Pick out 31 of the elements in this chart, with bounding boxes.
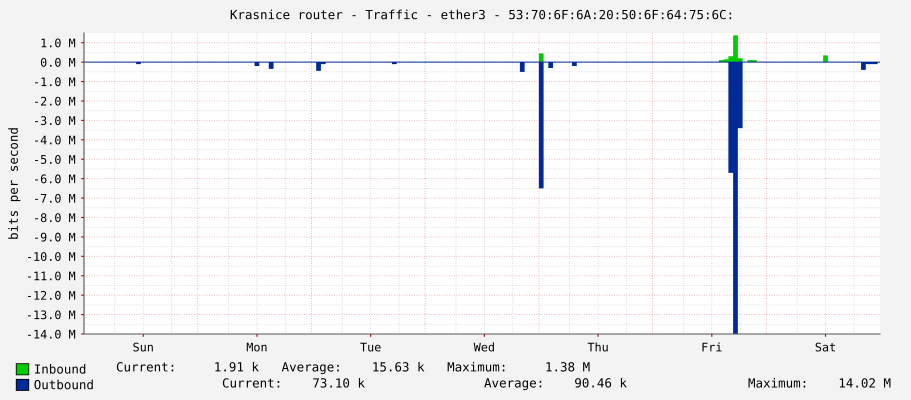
text: Current: 1.91 k Average: 15.63 k Maximum: 1.38 M	[116, 362, 590, 374]
y-tick-label: -13.0 M	[28, 310, 76, 320]
text: Maximum: 14.02 M	[748, 378, 890, 388]
x-tick-label: Sat	[816, 342, 836, 352]
y-tick-label: -8.0 M	[35, 213, 76, 222]
y-tick-label: -5.0 M	[35, 154, 76, 164]
text: Average: 90.46 k	[484, 378, 627, 390]
y-tick-label: -10.0 M	[28, 252, 76, 262]
y-tick-label: -14.0 M	[28, 330, 76, 339]
y-tick-label: -3.0 M	[35, 116, 76, 126]
y-tick-label: -4.0 M	[35, 136, 76, 144]
legend-label: Inbound	[34, 364, 86, 374]
y-tick-label: 0.0 M	[40, 58, 76, 67]
legend-label: Outbound	[34, 380, 93, 390]
y-tick-label: 1.0 M	[42, 38, 76, 48]
y-tick-label: -1.0 M	[35, 77, 76, 86]
y-tick-label: -11.0 M	[28, 271, 76, 280]
y-axis-title: bits per second	[8, 128, 20, 239]
x-tick-label: Fri	[702, 342, 722, 352]
x-tick-label: Sun	[133, 342, 153, 352]
text: Current: 73.10 k	[222, 378, 365, 388]
y-tick-label: -7.0 M	[35, 194, 76, 203]
y-tick-label: -12.0 M	[28, 290, 76, 300]
x-tick-label: Thu	[588, 342, 608, 352]
y-tick-label: -2.0 M	[35, 96, 76, 106]
x-tick-label: Tue	[360, 342, 381, 352]
x-tick-label: Wed	[474, 342, 494, 352]
y-tick-label: -6.0 M	[35, 174, 76, 184]
chart-title: Krasnice router - Traffic - ether3 - 53:70:6F:6A:20:50:6F:64:75:6C:	[230, 10, 732, 20]
x-tick-label: Mon	[246, 342, 267, 352]
y-tick-label: -9.0 M	[35, 232, 76, 242]
